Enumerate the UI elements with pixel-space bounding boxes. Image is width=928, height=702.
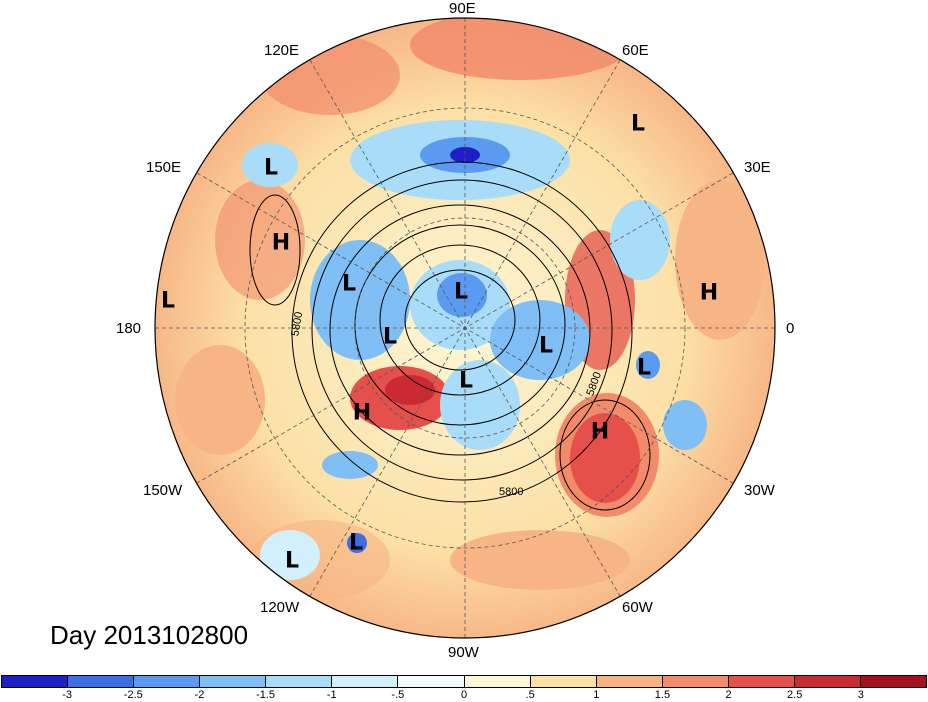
pressure-system-label: L — [348, 530, 364, 556]
colorbar-segment — [530, 676, 597, 687]
pressure-system-label: L — [630, 111, 646, 137]
colorbar-segment — [2, 676, 69, 687]
lon-label-150e: 150E — [146, 159, 182, 176]
colorbar-tick-label: -2.5 — [123, 689, 143, 701]
colorbar-segment — [596, 676, 663, 687]
colorbar — [1, 675, 927, 688]
colorbar-tick-label: -1.5 — [256, 689, 276, 701]
colorbar-segment — [266, 676, 333, 687]
pressure-system-label: L — [382, 324, 398, 350]
colorbar-tick-label: 1 — [593, 689, 600, 701]
pressure-system-label: L — [341, 271, 357, 297]
colorbar-segment — [332, 676, 399, 687]
pressure-system-label: L — [160, 288, 176, 314]
colorbar-tick-label: 0 — [460, 689, 468, 701]
lon-label-180: 180 — [116, 320, 142, 337]
colorbar-segment — [728, 676, 795, 687]
colorbar-segment — [794, 676, 862, 687]
pressure-system-label: L — [284, 548, 300, 574]
pressure-system-label: L — [538, 333, 554, 359]
colorbar-segment — [464, 676, 531, 687]
colorbar-tick-label: 1.5 — [654, 689, 671, 701]
lon-label-0: 0 — [786, 320, 795, 337]
pressure-system-label: L — [263, 155, 279, 181]
colorbar-tick-label: 2.5 — [787, 689, 803, 701]
colorbar-segment — [662, 676, 729, 687]
pressure-system-label: L — [453, 279, 469, 305]
pressure-system-label: H — [699, 280, 719, 306]
colorbar-tick-label: -3 — [62, 689, 73, 701]
colorbar-tick-label: -1 — [326, 689, 337, 701]
pressure-system-label: H — [352, 400, 372, 426]
colorbar-segment — [200, 676, 267, 687]
lon-label-60e: 60E — [622, 42, 649, 59]
colorbar-tick-label: -.5 — [391, 689, 405, 701]
colorbar-tick-label: 2 — [725, 689, 732, 701]
lon-label-30e: 30E — [744, 159, 771, 176]
colorbar-segment — [861, 676, 927, 687]
lon-label-60w: 60W — [622, 599, 653, 616]
lon-label-120w: 120W — [260, 599, 300, 616]
map-title: Day 2013102800 — [50, 620, 249, 650]
pressure-system-label: H — [271, 230, 291, 256]
pressure-system-label: H — [590, 419, 610, 445]
lon-label-150w: 150W — [143, 482, 183, 499]
lon-label-90w: 90W — [448, 644, 479, 661]
colorbar-tick-label: 3 — [857, 689, 864, 701]
lon-label-30w: 30W — [744, 482, 775, 499]
pressure-system-label: L — [636, 355, 652, 381]
colorbar-tick-label: -2 — [194, 689, 205, 701]
contour-label: 5800 — [499, 486, 524, 498]
lon-label-90e: 90E — [449, 0, 476, 17]
colorbar-segment — [68, 676, 135, 687]
colorbar-segment — [398, 676, 465, 687]
colorbar-tick-label: .5 — [525, 689, 535, 701]
pressure-system-label: L — [458, 368, 474, 394]
colorbar-segment — [134, 676, 201, 687]
anomaly-field — [155, 18, 775, 638]
lon-label-120e: 120E — [264, 42, 300, 59]
